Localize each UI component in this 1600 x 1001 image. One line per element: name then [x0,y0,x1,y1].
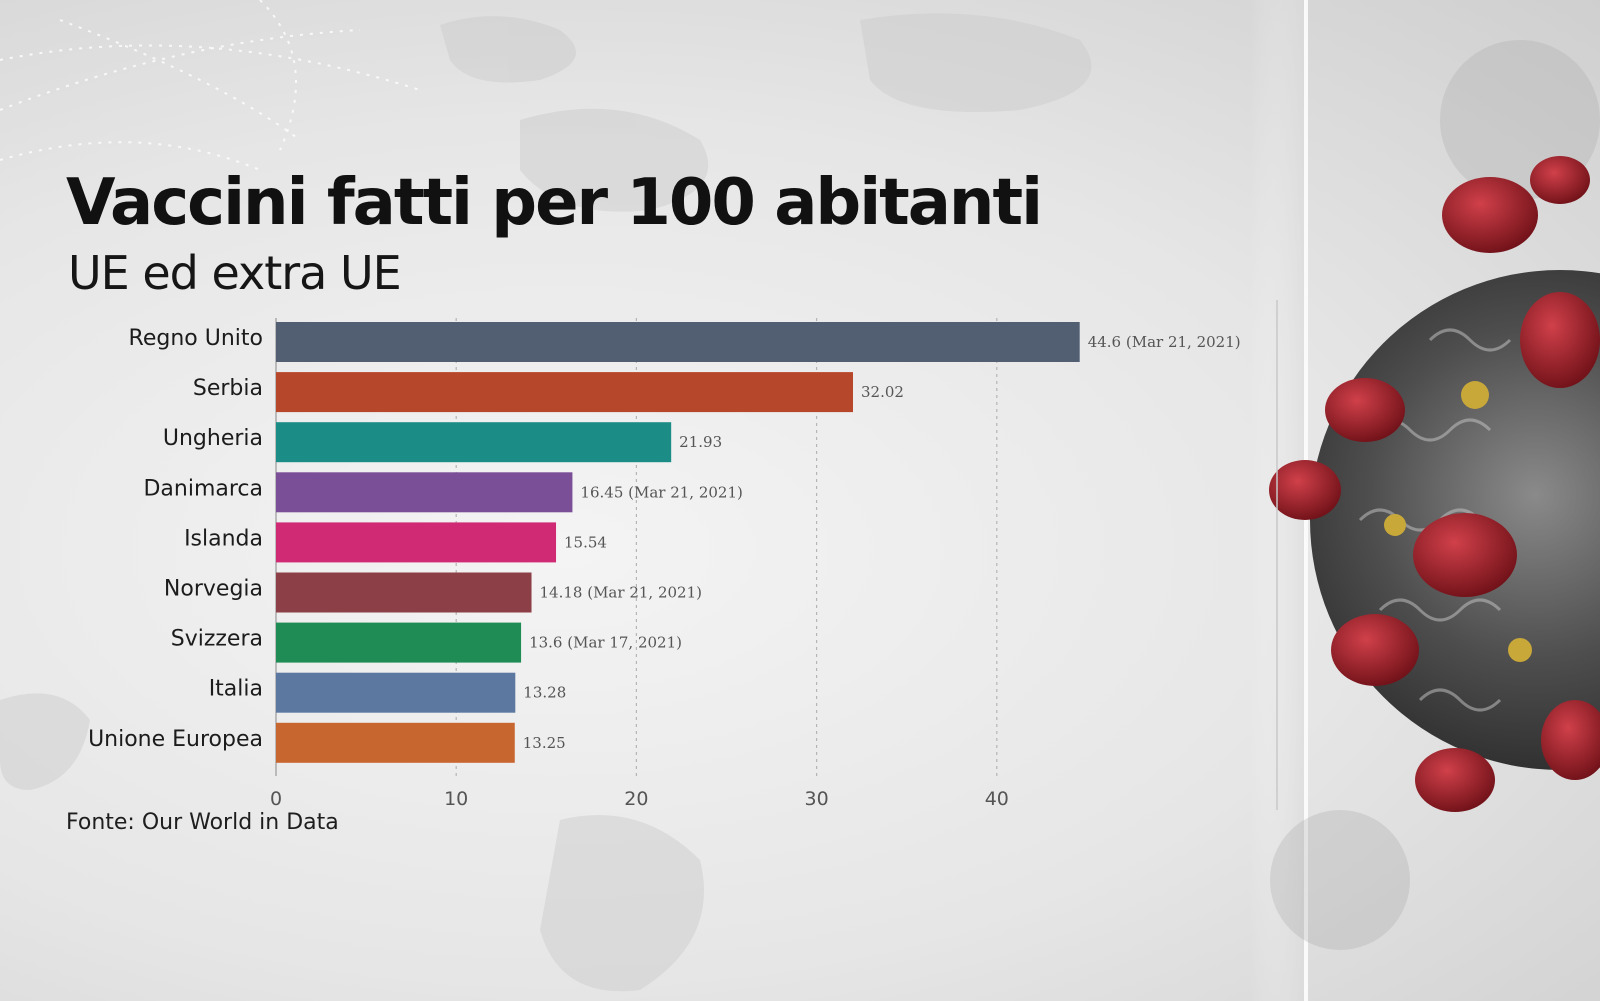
bar [276,572,532,613]
bar [276,522,557,563]
source-note: Fonte: Our World in Data [66,810,339,835]
category-label: Regno Unito [129,326,263,351]
x-tick-label: 20 [624,788,648,810]
data-label: 13.25 [523,734,566,752]
flight-arcs [0,0,421,171]
bar [276,672,516,713]
x-tick-label: 40 [985,788,1009,810]
bar [276,622,522,663]
category-label: Serbia [193,376,263,401]
chart-bars [276,322,1080,763]
x-axis-ticks: 0 10 20 30 40 [270,788,1009,810]
category-label: Italia [209,677,263,702]
data-label: 32.02 [861,383,904,401]
data-label: 13.6 (Mar 17, 2021) [529,634,682,652]
bar [276,372,854,413]
category-labels: Regno Unito Serbia Ungheria Danimarca Island… [88,326,263,752]
category-label: Unione Europea [88,727,263,752]
data-label: 16.45 (Mar 21, 2021) [580,483,742,501]
x-tick-label: 30 [805,788,829,810]
category-label: Danimarca [143,476,263,501]
category-label: Norvegia [164,577,263,602]
chart-subtitle: UE ed extra UE [68,246,402,300]
category-label: Islanda [184,526,263,551]
chart-title: Vaccini fatti per 100 abitanti [66,166,1043,240]
data-label: 21.93 [679,433,722,451]
x-tick-label: 10 [444,788,468,810]
world-map-shapes [0,13,1092,992]
data-labels: 44.6 (Mar 21, 2021) 32.02 21.93 16.45 (Mar … [523,333,1241,752]
data-label: 15.54 [564,533,607,551]
bar [276,322,1080,362]
data-label: 44.6 (Mar 21, 2021) [1088,333,1241,351]
data-label: 14.18 (Mar 21, 2021) [540,584,702,602]
bar [276,722,515,763]
bar [276,422,672,463]
x-tick-label: 0 [270,788,282,810]
bar [276,472,573,513]
data-label: 13.28 [523,684,566,702]
category-label: Ungheria [163,426,263,451]
category-label: Svizzera [171,627,263,652]
virus-illustration [1269,40,1600,950]
